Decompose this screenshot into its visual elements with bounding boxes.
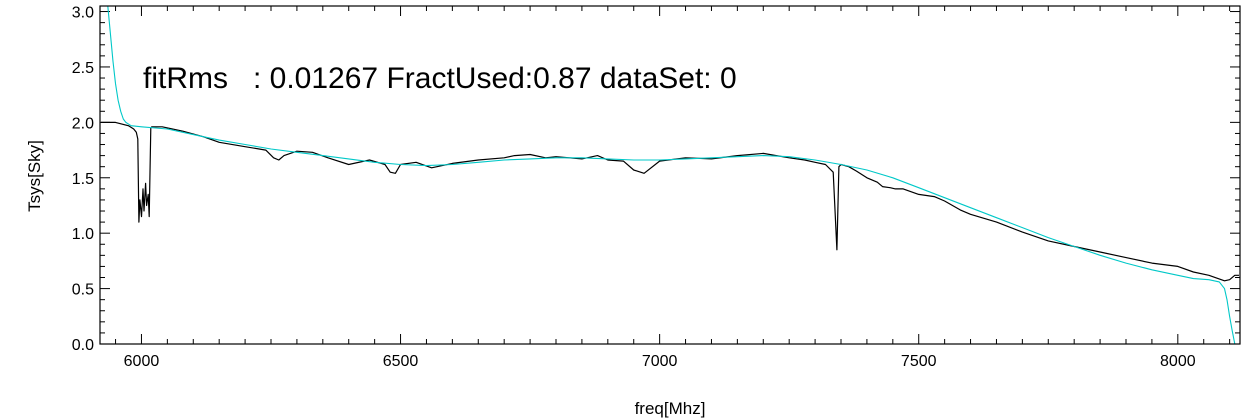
ticks-layer: 6000 6500 7000 7500 8000 0.0 0.5 1.0 1.5 2.0 2.5 3.… (72, 5, 1240, 370)
plot-frame (99, 5, 1241, 345)
y-tick-label: 0.5 (72, 282, 94, 299)
y-tick-label: 0.0 (72, 337, 94, 354)
series-layer (101, 5, 1239, 345)
fit-curve-line (107, 5, 1236, 345)
x-axis-label: freq[Mhz] (635, 399, 706, 418)
y-tick-label: 3.0 (72, 5, 94, 22)
y-axis-label: Tsys[Sky] (25, 140, 44, 212)
x-tick-label: 7000 (642, 353, 678, 370)
y-tick-label: 2.0 (72, 115, 94, 132)
y-tick-label: 1.0 (72, 226, 94, 243)
fit-annotation: fitRms : 0.01267 FractUsed:0.87 dataSet:… (143, 62, 737, 95)
measured-tsys-line (101, 121, 1239, 282)
x-tick-label: 7500 (901, 353, 937, 370)
x-tick-label: 6000 (124, 353, 160, 370)
y-tick-label: 1.5 (72, 171, 94, 188)
x-tick-label: 6500 (383, 353, 419, 370)
y-tick-label: 2.5 (72, 60, 94, 77)
x-tick-label: 8000 (1160, 353, 1196, 370)
